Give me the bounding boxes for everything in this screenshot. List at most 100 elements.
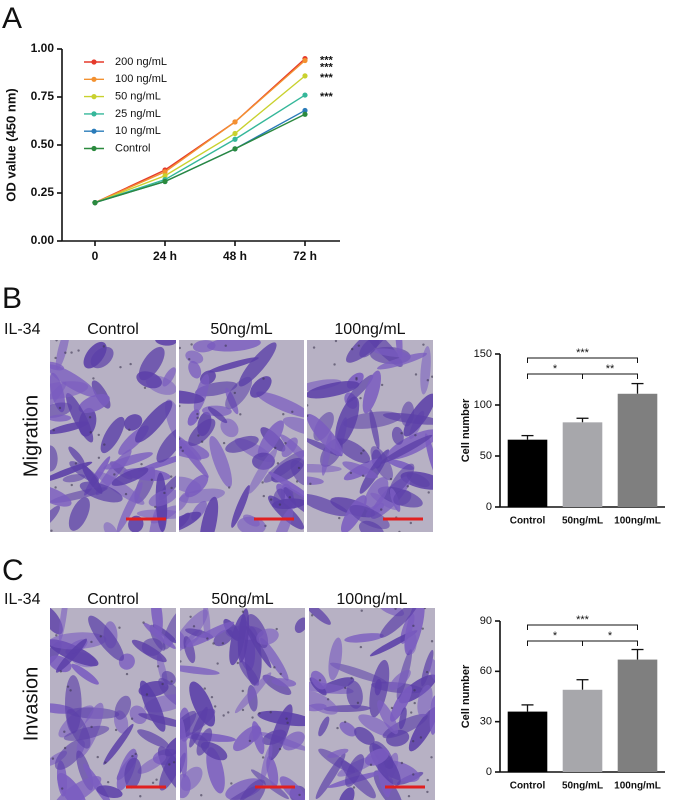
stained-cell	[50, 414, 72, 422]
stained-cell	[50, 402, 73, 418]
stained-cell	[96, 471, 145, 505]
micrograph	[50, 340, 176, 532]
stained-cell	[294, 617, 305, 633]
stained-cell	[100, 416, 125, 454]
stained-cell	[345, 754, 365, 787]
micrograph	[50, 608, 176, 800]
micrograph-content	[50, 608, 176, 800]
stained-cell	[391, 426, 404, 445]
legend-marker	[91, 59, 97, 65]
stained-cell	[377, 608, 405, 617]
stained-cell	[71, 663, 99, 685]
stained-cell	[393, 489, 412, 506]
pore	[318, 679, 322, 682]
pore	[118, 626, 121, 629]
pore	[350, 347, 354, 351]
data-point	[302, 107, 308, 114]
column-label: Control	[87, 321, 139, 338]
pore	[114, 728, 118, 732]
stained-cell	[429, 659, 435, 682]
bar	[507, 711, 548, 772]
pore	[197, 434, 200, 437]
series-line	[94, 58, 306, 204]
bar	[562, 422, 603, 507]
stained-cell	[282, 416, 304, 436]
stained-cell	[58, 608, 69, 642]
stained-cell	[103, 522, 118, 532]
stained-cell	[309, 690, 338, 715]
significance-bracket	[527, 357, 638, 363]
row-label: Invasion	[20, 667, 42, 742]
pore	[274, 446, 277, 450]
stained-cell	[50, 381, 89, 400]
data-point	[302, 111, 308, 117]
stained-cell	[185, 350, 204, 364]
pore	[343, 720, 347, 724]
pore	[192, 625, 196, 628]
y-tick-label: 0	[486, 766, 492, 778]
stained-cell	[159, 748, 176, 791]
data-point	[302, 57, 308, 64]
stained-cell	[372, 348, 409, 358]
series-line	[94, 75, 306, 204]
pore	[261, 756, 265, 759]
stained-cell	[362, 370, 381, 414]
stained-cell	[64, 675, 82, 734]
stained-cell	[346, 680, 363, 709]
pore	[273, 666, 276, 669]
pore	[360, 609, 363, 612]
significance-label: **	[606, 363, 615, 375]
pore	[170, 475, 173, 478]
stained-cell	[250, 376, 272, 398]
micrograph	[307, 340, 433, 532]
pore	[336, 726, 339, 730]
pore	[261, 481, 264, 484]
pore	[188, 357, 191, 361]
stained-cell	[179, 390, 205, 404]
stained-cell	[50, 505, 61, 528]
pore	[77, 349, 80, 352]
stained-cell	[54, 776, 102, 800]
legend-label: Control	[115, 142, 150, 154]
stained-cell	[114, 695, 132, 720]
pore	[99, 635, 102, 638]
pore	[390, 706, 394, 710]
stained-cell	[364, 477, 389, 512]
pore	[131, 754, 134, 758]
pore	[196, 412, 199, 416]
bar	[507, 439, 548, 507]
pore	[380, 383, 384, 387]
stained-cell	[180, 665, 220, 675]
significance-label: ***	[576, 347, 590, 359]
pore	[398, 530, 401, 532]
significance-label: ***	[576, 614, 590, 626]
pore	[419, 736, 423, 739]
stained-cell	[406, 472, 430, 488]
stained-cell	[103, 723, 134, 765]
stained-cell	[307, 476, 324, 485]
pore	[154, 505, 157, 509]
stained-cell	[281, 437, 298, 458]
pore	[359, 645, 363, 649]
data-point	[232, 146, 238, 152]
pore	[179, 404, 181, 408]
micrograph-content	[309, 608, 435, 800]
pore	[179, 446, 183, 449]
series-line	[94, 59, 306, 204]
stained-cell	[179, 427, 202, 461]
stained-cell	[342, 461, 378, 479]
stained-cell	[207, 406, 228, 424]
pore	[344, 686, 347, 690]
pore	[196, 416, 199, 420]
stained-cell	[162, 367, 176, 387]
pore	[189, 615, 192, 619]
pore	[181, 449, 184, 453]
row-label: Migration	[20, 395, 42, 477]
stained-cell	[398, 707, 407, 730]
pore	[103, 443, 106, 446]
significance-label: *	[553, 363, 558, 375]
stained-cell	[329, 662, 387, 684]
data-point	[92, 200, 98, 206]
stained-cell	[68, 497, 90, 531]
x-tick-label: Control	[510, 516, 546, 527]
